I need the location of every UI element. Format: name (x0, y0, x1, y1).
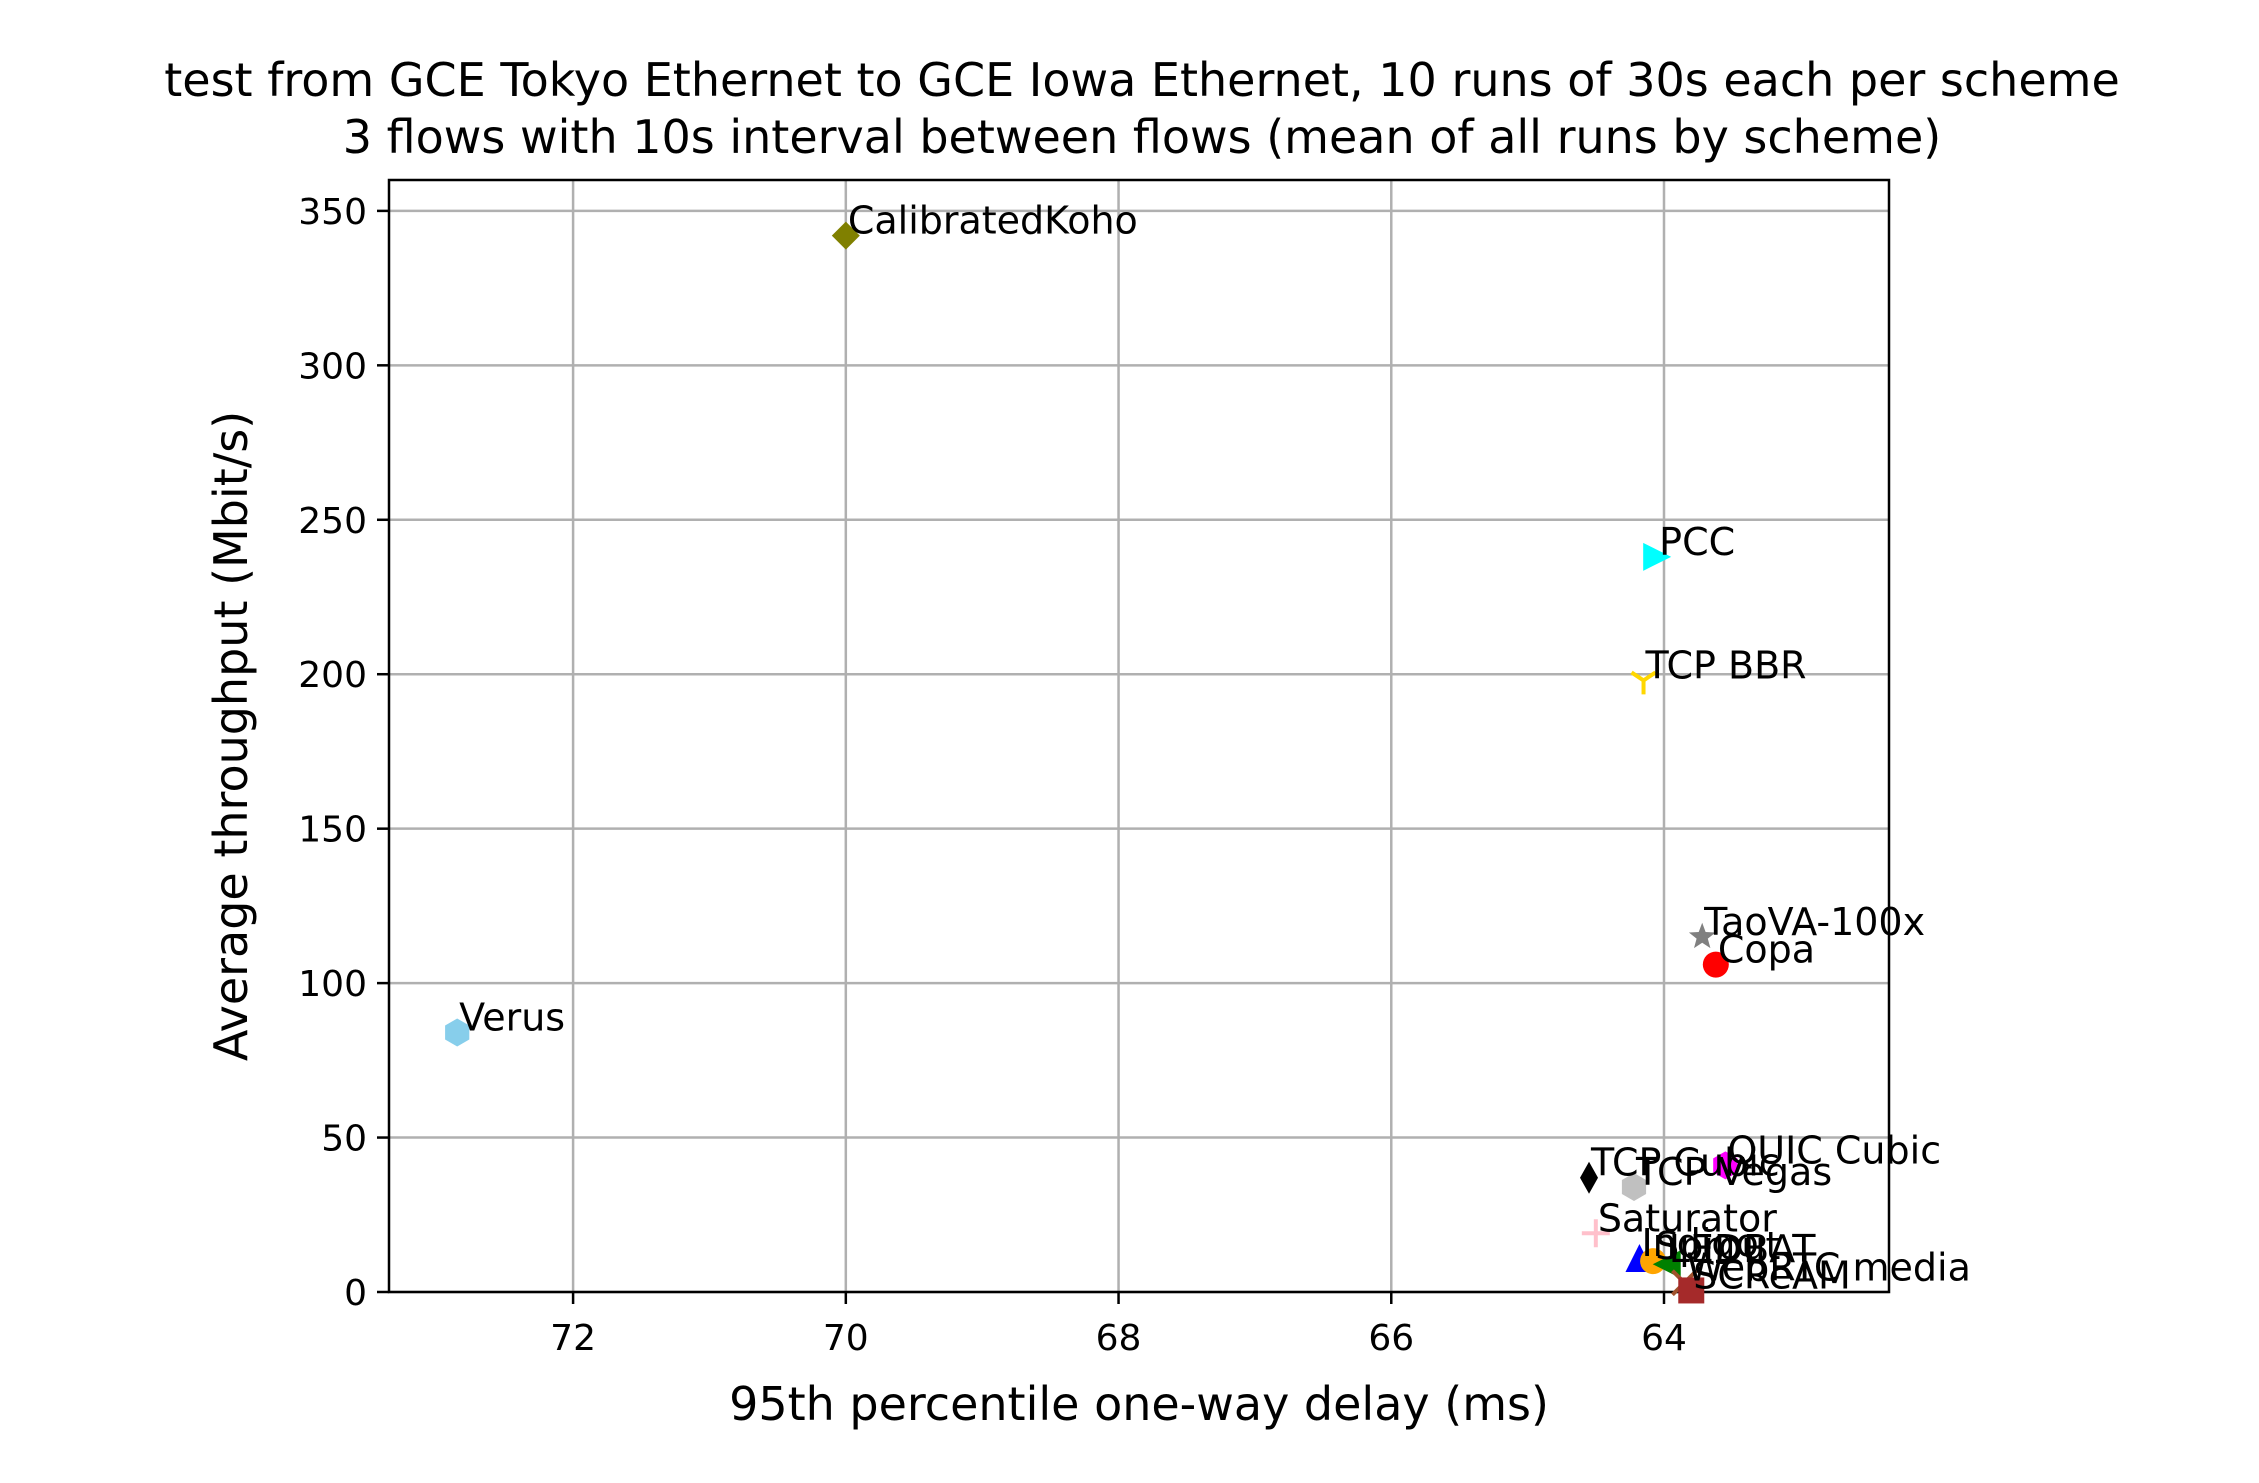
x-tick-label: 68 (1096, 1318, 1142, 1359)
point-label: Sprout (1655, 1224, 1780, 1268)
data-point (1678, 1277, 1705, 1304)
data-point (1630, 670, 1657, 695)
x-axis-label: 95th percentile one-way delay (ms) (729, 1377, 1549, 1431)
point-label: Saturator (1598, 1196, 1777, 1240)
x-tick-label: 66 (1368, 1318, 1414, 1359)
data-point (1702, 951, 1729, 978)
axis-ticks: 72 70 68 66 64 0 50 100 150 200 250 300 350 (298, 192, 1687, 1359)
y-tick-label: 200 (298, 655, 367, 696)
data-points (445, 221, 1738, 1304)
point-label: Copa (1718, 928, 1815, 972)
point-label: PCC (1659, 520, 1735, 564)
data-point (445, 1018, 470, 1047)
data-point (1581, 1219, 1610, 1248)
point-label: TCP BBR (1645, 643, 1807, 687)
point-label: TCP Cubic (1590, 1141, 1780, 1185)
x-tick-label: 70 (823, 1318, 869, 1359)
y-tick-label: 250 (298, 501, 367, 542)
point-label: SCReAM (1693, 1253, 1851, 1297)
y-tick-label: 150 (298, 810, 367, 851)
point-label: Verus (459, 996, 565, 1040)
point-label: TCP Vegas (1635, 1150, 1832, 1194)
data-point (1580, 1161, 1598, 1194)
data-point (1713, 1151, 1738, 1180)
point-label: TaoVA-100x (1703, 900, 1925, 944)
y-axis-label: Average throughput (Mbit/s) (204, 411, 258, 1061)
point-label: WebRTC media (1686, 1246, 1970, 1290)
x-tick-label: 64 (1641, 1318, 1687, 1359)
point-label: CalibratedKoho (848, 199, 1138, 243)
x-tick-label: 72 (550, 1318, 596, 1359)
point-label: LEDBAT (1669, 1227, 1817, 1271)
y-tick-label: 0 (344, 1273, 367, 1314)
data-point (1688, 922, 1716, 949)
data-point (1643, 542, 1672, 571)
chart-subtitle: 3 flows with 10s interval between flows … (343, 110, 1941, 164)
grid (389, 180, 1889, 1294)
y-tick-label: 50 (321, 1119, 367, 1160)
y-tick-label: 350 (298, 192, 367, 233)
plot-frame (387, 178, 1891, 1294)
y-tick-label: 300 (298, 346, 367, 387)
chart-title: test from GCE Tokyo Ethernet to GCE Iowa… (164, 53, 2120, 107)
data-point (1621, 1173, 1647, 1201)
point-label: Indigo (1641, 1221, 1758, 1265)
data-point (831, 221, 860, 250)
point-label: QUIC Cubic (1727, 1128, 1941, 1172)
y-tick-label: 100 (298, 964, 367, 1005)
